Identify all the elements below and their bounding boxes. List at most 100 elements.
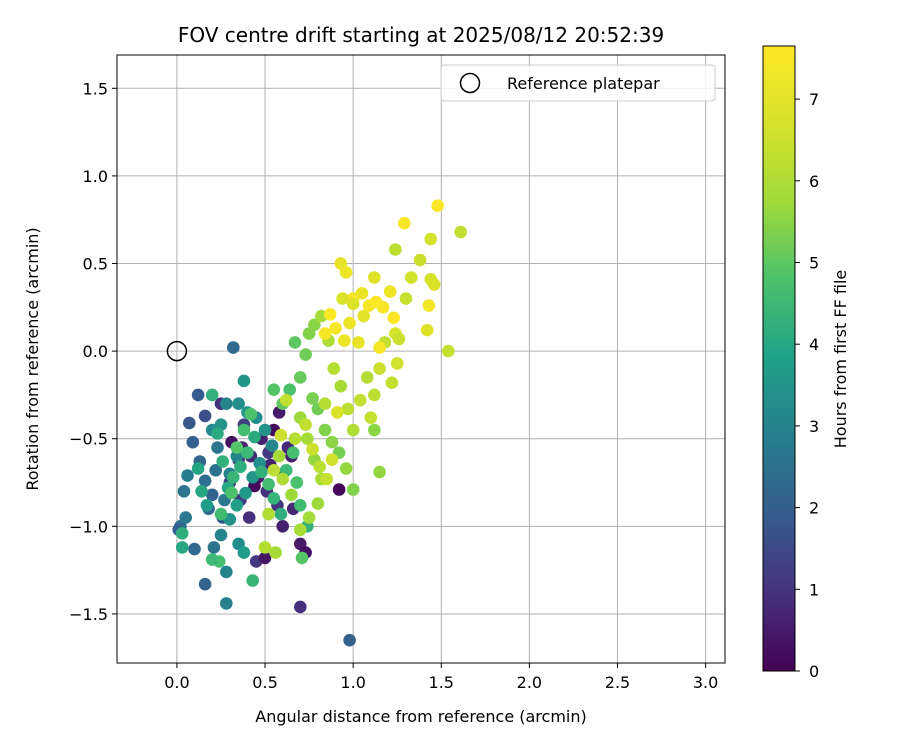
data-point <box>454 225 468 239</box>
data-point <box>200 499 214 512</box>
data-point <box>198 409 212 423</box>
legend: Reference platepar <box>440 64 716 102</box>
data-point <box>183 416 196 430</box>
data-point <box>383 285 397 298</box>
data-point <box>237 546 251 559</box>
colorbar-tick-label: 5 <box>809 254 819 273</box>
data-point <box>205 553 219 566</box>
data-point <box>191 462 205 475</box>
x-tick-label: 0.5 <box>252 673 277 692</box>
data-point <box>320 472 334 486</box>
data-point <box>211 441 224 454</box>
data-point <box>387 311 401 325</box>
data-point <box>357 309 371 323</box>
data-point <box>427 278 441 291</box>
y-axis-ticks: −1.5 −1.0 −0.5 0.0 0.5 1.0 1.5 <box>69 79 117 624</box>
data-point <box>227 471 240 484</box>
data-point <box>392 332 406 346</box>
data-point <box>346 297 360 311</box>
data-point <box>329 322 342 335</box>
data-point <box>241 446 254 460</box>
data-point <box>239 486 252 500</box>
data-point <box>318 397 332 411</box>
data-point <box>353 393 367 407</box>
data-point <box>299 418 312 432</box>
data-point <box>336 292 349 305</box>
data-point <box>255 465 268 479</box>
data-point <box>308 318 321 332</box>
data-point <box>267 383 281 397</box>
data-point <box>323 308 337 321</box>
colorbar: 0 1 2 3 4 5 6 7 Hours from first FF file <box>762 45 850 681</box>
reference-marker <box>166 340 188 362</box>
data-point <box>413 253 427 267</box>
y-tick-label: 1.0 <box>83 167 108 186</box>
data-point <box>214 507 228 521</box>
colorbar-tick-label: 0 <box>809 662 819 681</box>
legend-box <box>440 64 716 102</box>
data-point <box>262 478 275 491</box>
colorbar-tick-label: 7 <box>809 90 819 109</box>
colorbar-tick-label: 3 <box>809 417 819 436</box>
y-tick-label: −1.5 <box>69 605 108 624</box>
plot-frame <box>116 54 726 664</box>
data-point <box>274 507 288 521</box>
data-point <box>179 511 192 524</box>
data-point <box>360 371 374 384</box>
data-point <box>343 633 356 647</box>
data-point <box>198 577 212 591</box>
colorbar-label: Hours from first FF file <box>831 270 850 449</box>
data-point <box>373 465 386 479</box>
x-tick-label: 1.5 <box>429 673 454 692</box>
data-point <box>311 497 325 510</box>
data-point <box>385 376 399 390</box>
data-point <box>352 336 365 349</box>
data-point <box>364 411 378 425</box>
data-point <box>262 507 275 521</box>
data-point <box>327 362 341 375</box>
data-point <box>285 488 298 502</box>
data-point <box>318 423 332 437</box>
y-tick-label: 1.5 <box>83 79 108 98</box>
data-point <box>343 316 356 330</box>
data-point <box>294 371 307 384</box>
data-point <box>248 430 261 444</box>
data-point <box>246 574 259 587</box>
data-point <box>181 469 194 482</box>
data-point <box>191 388 205 402</box>
data-point <box>232 397 245 411</box>
x-tick-label: 2.5 <box>605 673 630 692</box>
data-point <box>279 393 293 407</box>
data-point <box>390 357 404 370</box>
data-point <box>373 362 386 375</box>
data-point <box>334 379 348 393</box>
data-point <box>318 327 332 340</box>
colorbar-tick-label: 2 <box>809 499 819 518</box>
data-point <box>331 406 344 419</box>
reference-platepar-marker <box>166 340 188 362</box>
data-point <box>302 511 316 524</box>
x-tick-label: 3.0 <box>693 673 718 692</box>
data-point <box>306 442 319 456</box>
data-point <box>431 199 445 212</box>
data-point <box>237 423 251 437</box>
data-point <box>220 397 233 411</box>
data-point <box>341 402 355 416</box>
data-point <box>227 341 240 354</box>
data-point <box>205 388 219 402</box>
data-point <box>265 439 279 453</box>
data-point <box>290 476 304 489</box>
data-point <box>195 485 208 498</box>
data-point <box>301 432 314 446</box>
data-point <box>313 460 327 474</box>
x-axis-ticks: 0.0 0.5 1.0 1.5 2.0 2.5 3.0 <box>164 663 718 692</box>
y-tick-label: −0.5 <box>69 430 108 449</box>
data-point <box>339 266 353 279</box>
data-point <box>346 483 360 496</box>
data-point <box>424 232 438 246</box>
data-point <box>288 432 302 446</box>
data-point <box>216 455 229 468</box>
data-point <box>299 348 312 361</box>
data-point <box>175 541 189 554</box>
